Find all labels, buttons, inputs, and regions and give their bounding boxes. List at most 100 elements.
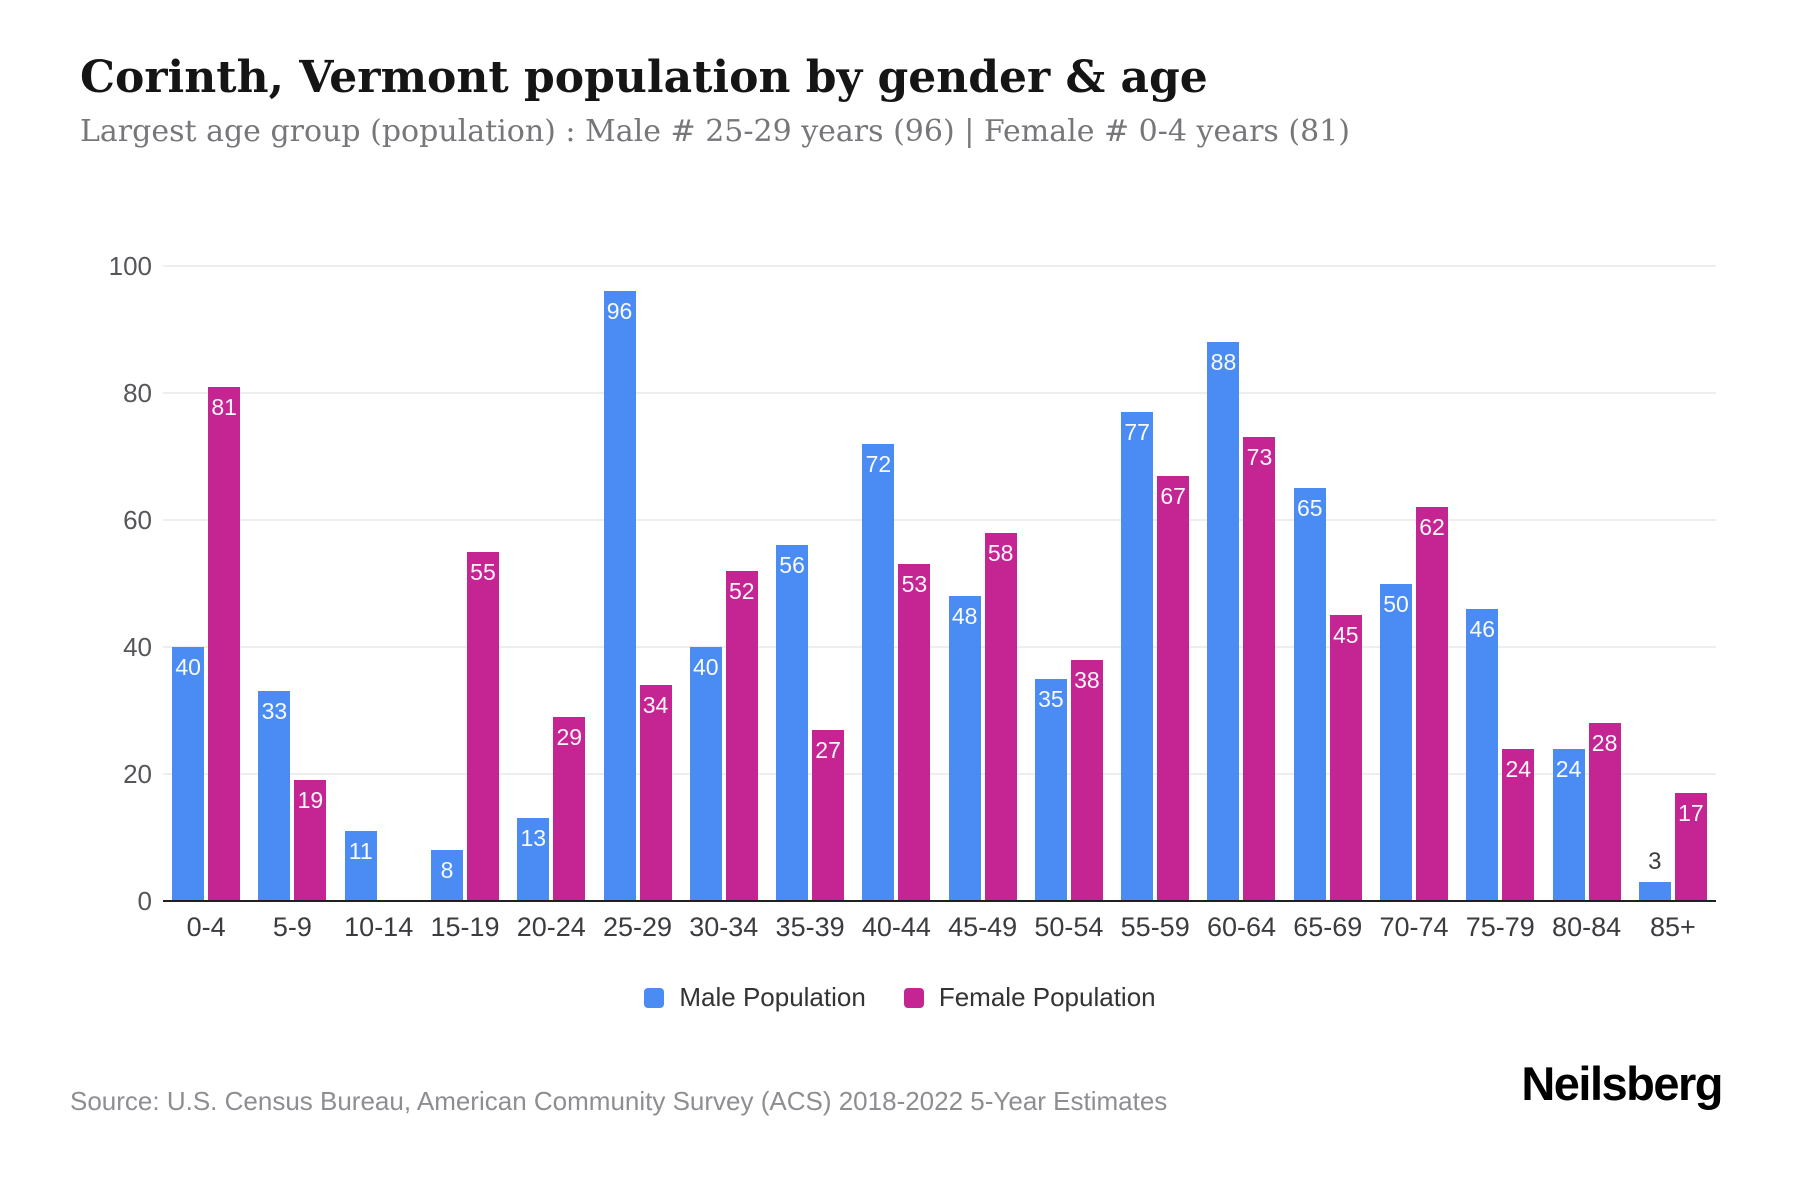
x-tick-label-30-34: 30-34 <box>689 912 759 942</box>
bar-value-male-80-84: 24 <box>1555 755 1582 782</box>
bar-value-female-35-39: 27 <box>815 736 841 763</box>
bar-value-female-75-79: 24 <box>1505 755 1532 782</box>
bar-value-female-5-9: 19 <box>297 787 324 814</box>
x-axis-line <box>163 900 1716 902</box>
bar-male-85+[interactable] <box>1638 881 1671 901</box>
bar-value-male-20-24: 13 <box>520 825 547 852</box>
chart-title: Corinth, Vermont population by gender & … <box>80 52 1208 103</box>
bar-value-male-65-69: 65 <box>1296 495 1323 522</box>
bar-value-female-55-59: 67 <box>1160 482 1186 509</box>
bar-value-male-0-4: 40 <box>175 654 201 680</box>
female-swatch-icon <box>903 987 924 1008</box>
bar-value-female-20-24: 29 <box>556 723 583 750</box>
bar-value-female-80-84: 28 <box>1591 730 1618 757</box>
bar-value-female-25-29: 34 <box>642 692 669 719</box>
legend-item-male[interactable]: Male Population <box>644 982 866 1013</box>
bar-value-female-30-34: 52 <box>729 577 755 604</box>
bar-female-75-79[interactable] <box>1502 748 1535 901</box>
bar-value-female-65-69: 45 <box>1332 622 1359 649</box>
x-tick-label-60-64: 60-64 <box>1206 912 1276 942</box>
bar-male-15-19[interactable] <box>430 850 463 901</box>
legend-label: Male Population <box>679 982 866 1012</box>
bar-female-45-49[interactable] <box>984 532 1017 901</box>
bar-male-45-49[interactable] <box>948 596 981 901</box>
bar-male-75-79[interactable] <box>1466 608 1499 901</box>
bar-female-40-44[interactable] <box>898 564 931 901</box>
bar-female-65-69[interactable] <box>1329 615 1362 901</box>
bar-male-55-59[interactable] <box>1121 412 1154 901</box>
bar-male-30-34[interactable] <box>689 647 722 901</box>
bar-male-40-44[interactable] <box>862 443 895 901</box>
x-tick-label-75-79: 75-79 <box>1465 912 1535 942</box>
bar-value-male-85+: 3 <box>1648 847 1662 875</box>
bar-value-male-60-64: 88 <box>1210 349 1237 376</box>
bar-female-85+[interactable] <box>1674 793 1707 901</box>
y-tick-label-40: 40 <box>123 632 152 662</box>
bar-female-55-59[interactable] <box>1157 475 1190 901</box>
bar-female-30-34[interactable] <box>725 570 758 901</box>
y-tick-label-60: 60 <box>123 505 152 535</box>
y-tick-label-80: 80 <box>123 378 152 408</box>
bar-value-male-75-79: 46 <box>1469 615 1496 642</box>
bar-male-10-14[interactable] <box>344 831 377 901</box>
bar-value-male-50-54: 35 <box>1038 685 1064 712</box>
bar-value-male-25-29: 96 <box>606 298 633 325</box>
x-tick-label-5-9: 5-9 <box>272 912 312 942</box>
bar-value-female-50-54: 38 <box>1074 666 1100 693</box>
bar-value-female-85+: 17 <box>1678 800 1704 827</box>
bar-value-male-30-34: 40 <box>693 654 719 680</box>
bar-female-15-19[interactable] <box>466 551 499 901</box>
bar-value-female-15-19: 55 <box>470 558 496 585</box>
bar-male-70-74[interactable] <box>1380 583 1413 901</box>
bar-value-male-55-59: 77 <box>1124 419 1150 446</box>
bar-male-5-9[interactable] <box>258 691 291 901</box>
x-tick-label-55-59: 55-59 <box>1120 912 1190 942</box>
neilsberg-logo: Neilsberg <box>1521 1057 1723 1110</box>
bar-female-5-9[interactable] <box>294 780 327 901</box>
bar-female-35-39[interactable] <box>812 729 845 901</box>
bar-value-male-5-9: 33 <box>261 698 288 725</box>
x-tick-label-35-39: 35-39 <box>775 912 845 942</box>
bar-male-20-24[interactable] <box>517 818 550 901</box>
x-tick-label-25-29: 25-29 <box>602 912 673 942</box>
bar-female-25-29[interactable] <box>639 685 672 901</box>
bar-female-80-84[interactable] <box>1588 723 1621 901</box>
gridline-80 <box>163 392 1716 394</box>
gridline-20 <box>163 773 1716 775</box>
x-tick-label-10-14: 10-14 <box>344 912 414 942</box>
x-tick-label-20-24: 20-24 <box>516 912 586 942</box>
male-swatch-icon <box>644 987 665 1008</box>
x-tick-label-65-69: 65-69 <box>1293 912 1363 942</box>
bar-male-35-39[interactable] <box>776 545 809 901</box>
bar-male-50-54[interactable] <box>1034 678 1067 901</box>
bar-value-female-45-49: 58 <box>987 539 1014 566</box>
legend-item-female[interactable]: Female Population <box>903 982 1156 1013</box>
bar-value-female-0-4: 81 <box>211 393 237 420</box>
chart-subtitle: Largest age group (population) : Male # … <box>80 114 1350 149</box>
bar-value-male-45-49: 48 <box>951 603 978 630</box>
bar-female-0-4[interactable] <box>208 386 241 901</box>
x-tick-label-50-54: 50-54 <box>1034 912 1104 942</box>
bar-male-65-69[interactable] <box>1293 488 1326 901</box>
bar-female-60-64[interactable] <box>1243 437 1276 901</box>
bar-female-50-54[interactable] <box>1070 659 1103 901</box>
bar-male-80-84[interactable] <box>1552 748 1585 901</box>
x-tick-label-70-74: 70-74 <box>1379 912 1449 942</box>
bar-male-60-64[interactable] <box>1207 342 1240 901</box>
x-tick-label-45-49: 45-49 <box>948 912 1018 942</box>
x-tick-label-85+: 85+ <box>1649 912 1696 942</box>
x-tick-label-80-84: 80-84 <box>1552 912 1622 942</box>
bar-value-male-70-74: 50 <box>1383 590 1409 617</box>
bar-male-0-4[interactable] <box>172 647 205 901</box>
bar-male-25-29[interactable] <box>603 291 636 901</box>
bar-value-male-40-44: 72 <box>865 450 892 477</box>
bar-value-male-10-14: 11 <box>348 838 373 865</box>
x-tick-label-40-44: 40-44 <box>861 912 931 942</box>
bar-value-female-60-64: 73 <box>1246 444 1273 471</box>
gridline-60 <box>163 519 1716 521</box>
bar-value-male-35-39: 56 <box>779 552 805 579</box>
bar-female-20-24[interactable] <box>553 716 586 901</box>
legend-label: Female Population <box>938 982 1156 1012</box>
bar-female-70-74[interactable] <box>1416 507 1449 901</box>
